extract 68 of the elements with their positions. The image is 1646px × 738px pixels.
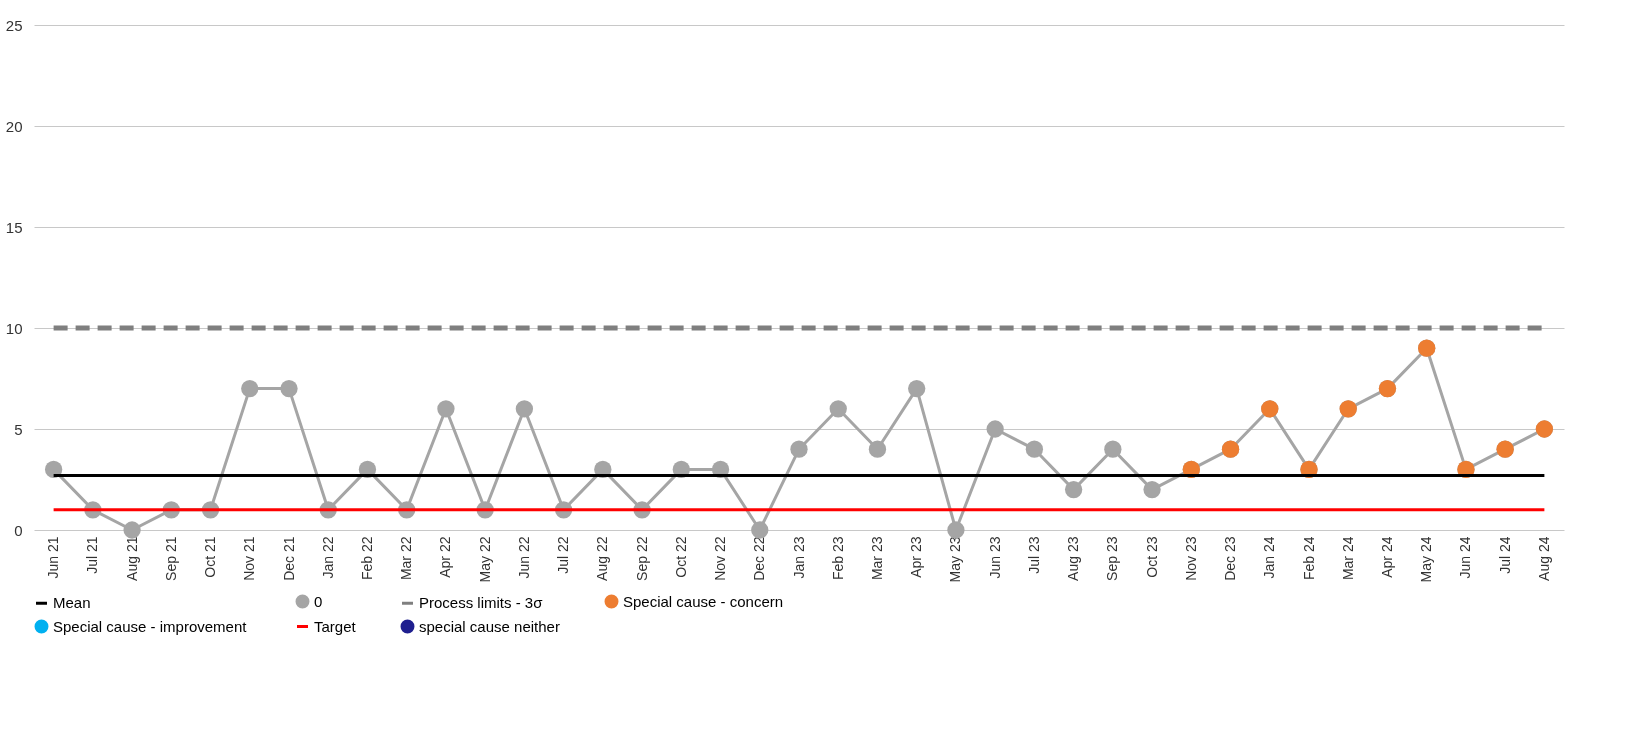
x-tick-label: May 22 — [476, 536, 493, 583]
x-tick-label: Sep 23 — [1104, 536, 1121, 581]
y-tick-label: 25 — [5, 16, 23, 34]
point — [280, 379, 298, 398]
point — [908, 379, 926, 398]
legend-label: Process limits - 3σ — [419, 594, 544, 612]
x-tick-label: Feb 24 — [1300, 536, 1317, 581]
x-tick-label: Jun 21 — [45, 536, 62, 579]
x-tick-label: Jul 24 — [1496, 536, 1513, 574]
x-tick-label: Sep 21 — [162, 536, 179, 581]
x-tick-label: Jul 21 — [84, 536, 101, 574]
x-tick-label: Apr 23 — [908, 536, 925, 578]
x-tick-label: Aug 22 — [594, 536, 611, 581]
x-tick-label: Jun 23 — [986, 536, 1003, 579]
x-tick-label: Oct 22 — [672, 536, 689, 578]
y-tick-label: 5 — [14, 420, 23, 438]
y-tick-label: 0 — [14, 521, 23, 539]
point — [986, 420, 1004, 438]
legend-label: Target — [314, 617, 357, 635]
point — [1064, 480, 1083, 499]
y-tick-label: 20 — [5, 117, 23, 135]
x-tick-label: Nov 21 — [241, 536, 258, 581]
point — [241, 379, 259, 398]
point — [947, 521, 965, 539]
x-tick-label: Jun 24 — [1457, 536, 1474, 579]
legend-label: 0 — [314, 592, 323, 610]
x-tick-label: Nov 23 — [1182, 536, 1199, 581]
point — [868, 440, 887, 458]
x-tick-label: Feb 23 — [829, 536, 846, 581]
x-tick-label: Aug 24 — [1535, 536, 1552, 581]
x-tick-label: Dec 21 — [280, 536, 297, 581]
x-tick-label: Jan 22 — [319, 536, 336, 579]
x-tick-label: May 24 — [1418, 536, 1435, 583]
x-tick-label: Aug 21 — [123, 536, 140, 581]
point — [123, 521, 141, 539]
point — [437, 400, 455, 418]
point — [829, 400, 847, 418]
point — [515, 400, 534, 418]
point — [1025, 440, 1044, 458]
legend-label: Mean — [53, 594, 91, 612]
x-tick-label: Apr 24 — [1378, 536, 1395, 578]
x-tick-label: Sep 22 — [633, 536, 650, 581]
x-tick-label: Mar 23 — [868, 536, 885, 581]
x-tick-label: Jan 24 — [1261, 536, 1278, 579]
x-tick-label: Dec 22 — [751, 536, 768, 581]
x-tick-label: Jul 22 — [555, 536, 572, 574]
x-tick-label: Dec 23 — [1222, 536, 1239, 581]
point — [44, 460, 63, 479]
x-tick-label: Jun 22 — [515, 536, 532, 579]
legend-label: Special cause - concern — [623, 592, 784, 610]
x-tick-label: Jul 23 — [1025, 536, 1042, 574]
x-tick-label: Feb 22 — [358, 536, 375, 581]
legend-label: special cause neither — [419, 617, 560, 635]
point — [1104, 440, 1122, 458]
x-tick-label: Aug 23 — [1065, 536, 1082, 581]
x-tick-label: Mar 22 — [398, 536, 415, 581]
point — [1143, 480, 1161, 499]
point — [790, 440, 808, 458]
x-tick-label: Oct 21 — [202, 536, 219, 578]
y-tick-label: 10 — [5, 319, 23, 337]
x-tick-label: Nov 22 — [712, 536, 729, 581]
x-tick-label: Apr 22 — [437, 536, 454, 578]
x-tick-label: Jan 23 — [790, 536, 807, 579]
legend-label: Special cause - improvement — [53, 617, 248, 635]
x-tick-label: Oct 23 — [1143, 536, 1160, 578]
x-tick-label: Mar 24 — [1339, 536, 1356, 581]
point — [751, 521, 769, 539]
y-tick-label: 15 — [5, 218, 23, 236]
